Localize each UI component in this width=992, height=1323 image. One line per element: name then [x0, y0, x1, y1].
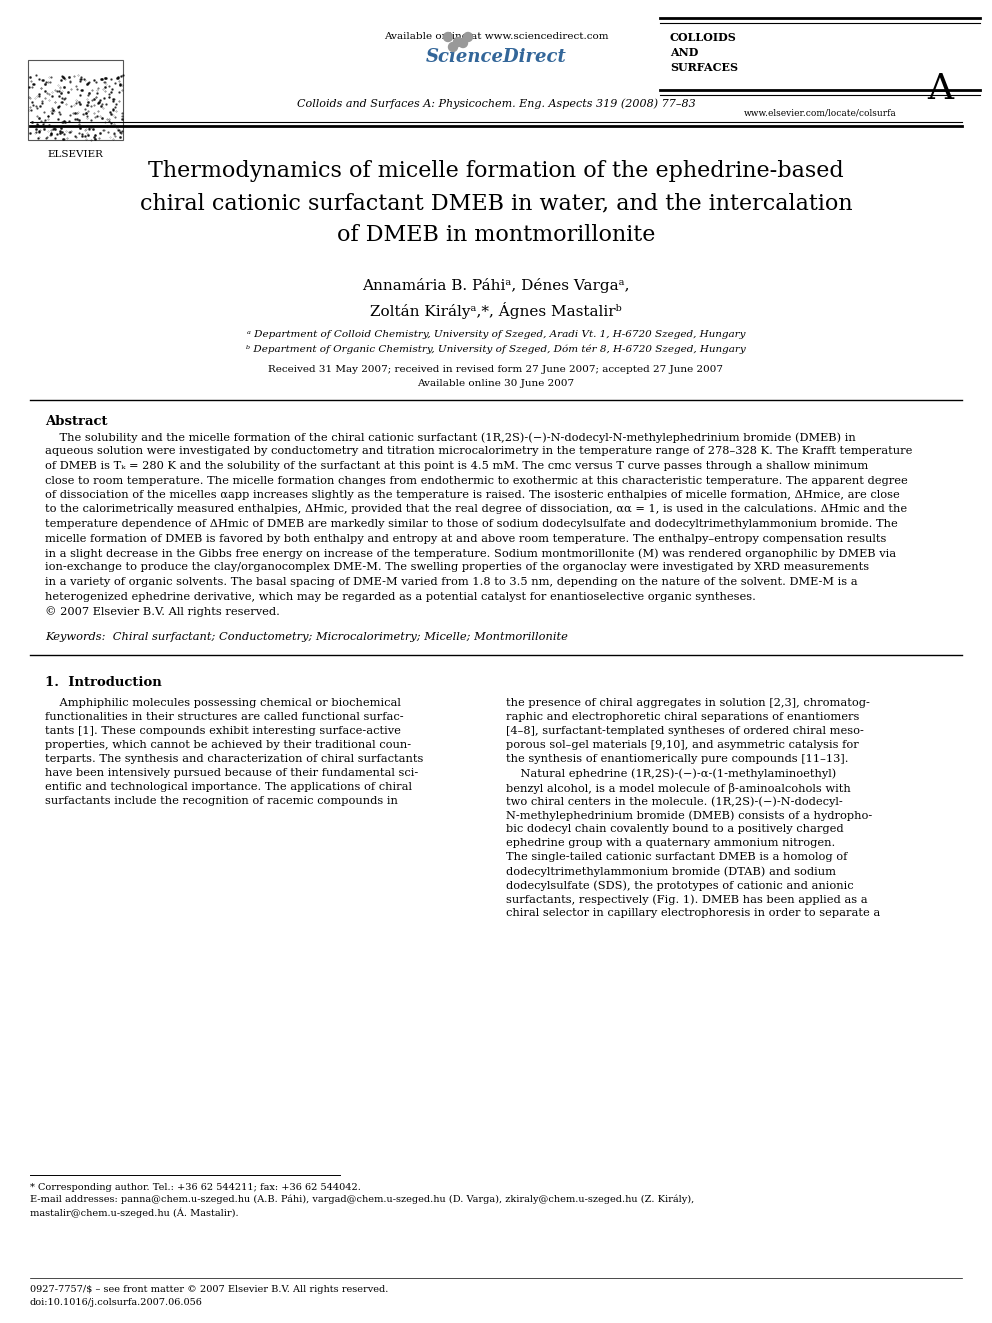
Text: of DMEB in montmorillonite: of DMEB in montmorillonite [337, 224, 655, 246]
Text: * Corresponding author. Tel.: +36 62 544211; fax: +36 62 544042.: * Corresponding author. Tel.: +36 62 544… [30, 1183, 361, 1192]
Text: surfactants include the recognition of racemic compounds in: surfactants include the recognition of r… [45, 796, 398, 807]
Bar [28, 60, 123, 140]
Text: aqueous solution were investigated by conductometry and titration microcalorimet: aqueous solution were investigated by co… [45, 446, 913, 456]
Text: dodecylsulfate (SDS), the prototypes of cationic and anionic: dodecylsulfate (SDS), the prototypes of … [506, 881, 854, 892]
Text: the synthesis of enantiomerically pure compounds [11–13].: the synthesis of enantiomerically pure c… [506, 754, 848, 765]
Text: in a variety of organic solvents. The basal spacing of DME-M varied from 1.8 to : in a variety of organic solvents. The ba… [45, 577, 858, 587]
Text: of dissociation of the micelles αapp increases slightly as the temperature is ra: of dissociation of the micelles αapp inc… [45, 490, 900, 500]
Text: close to room temperature. The micelle formation changes from endothermic to exo: close to room temperature. The micelle f… [45, 475, 908, 486]
Text: The single-tailed cationic surfactant DMEB is a homolog of: The single-tailed cationic surfactant DM… [506, 852, 847, 863]
Text: temperature dependence of ΔHmic of DMEB are markedly similar to those of sodium : temperature dependence of ΔHmic of DMEB … [45, 519, 898, 529]
Text: COLLOIDS: COLLOIDS [670, 32, 737, 44]
Text: chiral cationic surfactant DMEB in water, and the intercalation: chiral cationic surfactant DMEB in water… [140, 192, 852, 214]
Circle shape [448, 42, 457, 52]
Text: heterogenized ephedrine derivative, which may be regarded as a potential catalys: heterogenized ephedrine derivative, whic… [45, 591, 756, 602]
Text: Received 31 May 2007; received in revised form 27 June 2007; accepted 27 June 20: Received 31 May 2007; received in revise… [269, 365, 723, 374]
Text: Keywords:  Chiral surfactant; Conductometry; Microcalorimetry; Micelle; Montmori: Keywords: Chiral surfactant; Conductomet… [45, 632, 567, 643]
Text: Available online 30 June 2007: Available online 30 June 2007 [418, 378, 574, 388]
Text: Amphiphilic molecules possessing chemical or biochemical: Amphiphilic molecules possessing chemica… [45, 699, 401, 709]
Text: ELSEVIER: ELSEVIER [47, 149, 103, 159]
Text: Colloids and Surfaces A: Physicochem. Eng. Aspects 319 (2008) 77–83: Colloids and Surfaces A: Physicochem. En… [297, 98, 695, 108]
Text: properties, which cannot be achieved by their traditional coun-: properties, which cannot be achieved by … [45, 741, 411, 750]
Text: porous sol–gel materials [9,10], and asymmetric catalysis for: porous sol–gel materials [9,10], and asy… [506, 741, 859, 750]
Text: Annamária B. Páhiᵃ, Dénes Vargaᵃ,: Annamária B. Páhiᵃ, Dénes Vargaᵃ, [362, 278, 630, 292]
Text: ion-exchange to produce the clay/organocomplex DME-M. The swelling properties of: ion-exchange to produce the clay/organoc… [45, 562, 869, 573]
Text: Abstract: Abstract [45, 415, 107, 429]
Text: raphic and electrophoretic chiral separations of enantiomers: raphic and electrophoretic chiral separa… [506, 713, 859, 722]
Text: surfactants, respectively (Fig. 1). DMEB has been applied as a: surfactants, respectively (Fig. 1). DMEB… [506, 894, 868, 905]
Text: The solubility and the micelle formation of the chiral cationic surfactant (1R,2: The solubility and the micelle formation… [45, 433, 856, 443]
Text: N-methylephedrinium bromide (DMEB) consists of a hydropho-: N-methylephedrinium bromide (DMEB) consi… [506, 811, 872, 822]
Text: Zoltán Királyᵃ,*, Ágnes Mastalirᵇ: Zoltán Királyᵃ,*, Ágnes Mastalirᵇ [370, 302, 622, 319]
Text: ᵃ Department of Colloid Chemistry, University of Szeged, Aradi Vt. 1, H-6720 Sze: ᵃ Department of Colloid Chemistry, Unive… [247, 329, 745, 339]
Text: ᵇ Department of Organic Chemistry, University of Szeged, Dóm tér 8, H-6720 Szege: ᵇ Department of Organic Chemistry, Unive… [246, 344, 746, 353]
Text: ephedrine group with a quaternary ammonium nitrogen.: ephedrine group with a quaternary ammoni… [506, 839, 835, 848]
Text: 1.  Introduction: 1. Introduction [45, 676, 162, 689]
Text: mastalir@chem.u-szeged.hu (Á. Mastalir).: mastalir@chem.u-szeged.hu (Á. Mastalir). [30, 1207, 239, 1217]
Text: dodecyltrimethylammonium bromide (DTAB) and sodium: dodecyltrimethylammonium bromide (DTAB) … [506, 867, 836, 877]
Text: 0927-7757/$ – see front matter © 2007 Elsevier B.V. All rights reserved.: 0927-7757/$ – see front matter © 2007 El… [30, 1285, 389, 1294]
Text: entific and technological importance. The applications of chiral: entific and technological importance. Th… [45, 782, 412, 792]
Text: benzyl alcohol, is a model molecule of β-aminoalcohols with: benzyl alcohol, is a model molecule of β… [506, 782, 851, 794]
Text: AND: AND [670, 48, 698, 58]
Circle shape [458, 38, 467, 48]
Text: of DMEB is Tₖ = 280 K and the solubility of the surfactant at this point is 4.5 : of DMEB is Tₖ = 280 K and the solubility… [45, 460, 868, 471]
Text: to the calorimetrically measured enthalpies, ΔHmic, provided that the real degre: to the calorimetrically measured enthalp… [45, 504, 907, 515]
Text: Thermodynamics of micelle formation of the ephedrine-based: Thermodynamics of micelle formation of t… [148, 160, 844, 183]
Text: in a slight decrease in the Gibbs free energy on increase of the temperature. So: in a slight decrease in the Gibbs free e… [45, 548, 896, 558]
Text: the presence of chiral aggregates in solution [2,3], chromatog-: the presence of chiral aggregates in sol… [506, 699, 870, 709]
Text: E-mail addresses: panna@chem.u-szeged.hu (A.B. Páhi), vargad@chem.u-szeged.hu (D: E-mail addresses: panna@chem.u-szeged.hu… [30, 1195, 694, 1204]
Text: [4–8], surfactant-templated syntheses of ordered chiral meso-: [4–8], surfactant-templated syntheses of… [506, 726, 864, 737]
Text: Available online at www.sciencedirect.com: Available online at www.sciencedirect.co… [384, 32, 608, 41]
Text: doi:10.1016/j.colsurfa.2007.06.056: doi:10.1016/j.colsurfa.2007.06.056 [30, 1298, 203, 1307]
Text: A: A [927, 71, 953, 106]
Text: micelle formation of DMEB is favored by both enthalpy and entropy at and above r: micelle formation of DMEB is favored by … [45, 533, 887, 544]
Circle shape [443, 33, 452, 41]
Text: two chiral centers in the molecule. (1R,2S)-(−)-N-dodecyl-: two chiral centers in the molecule. (1R,… [506, 796, 843, 807]
Text: have been intensively pursued because of their fundamental sci-: have been intensively pursued because of… [45, 769, 419, 778]
Text: www.elsevier.com/locate/colsurfa: www.elsevier.com/locate/colsurfa [744, 108, 897, 116]
Text: tants [1]. These compounds exhibit interesting surface-active: tants [1]. These compounds exhibit inter… [45, 726, 401, 737]
Circle shape [453, 37, 462, 46]
Circle shape [463, 33, 472, 41]
Text: ScienceDirect: ScienceDirect [426, 48, 566, 66]
Text: © 2007 Elsevier B.V. All rights reserved.: © 2007 Elsevier B.V. All rights reserved… [45, 606, 280, 617]
Text: chiral selector in capillary electrophoresis in order to separate a: chiral selector in capillary electrophor… [506, 909, 880, 918]
Text: bic dodecyl chain covalently bound to a positively charged: bic dodecyl chain covalently bound to a … [506, 824, 843, 835]
Text: terparts. The synthesis and characterization of chiral surfactants: terparts. The synthesis and characteriza… [45, 754, 424, 765]
Text: SURFACES: SURFACES [670, 62, 738, 73]
Text: Natural ephedrine (1R,2S)-(−)-α-(1-methylaminoethyl): Natural ephedrine (1R,2S)-(−)-α-(1-methy… [506, 769, 836, 779]
Text: functionalities in their structures are called functional surfac-: functionalities in their structures are … [45, 713, 404, 722]
